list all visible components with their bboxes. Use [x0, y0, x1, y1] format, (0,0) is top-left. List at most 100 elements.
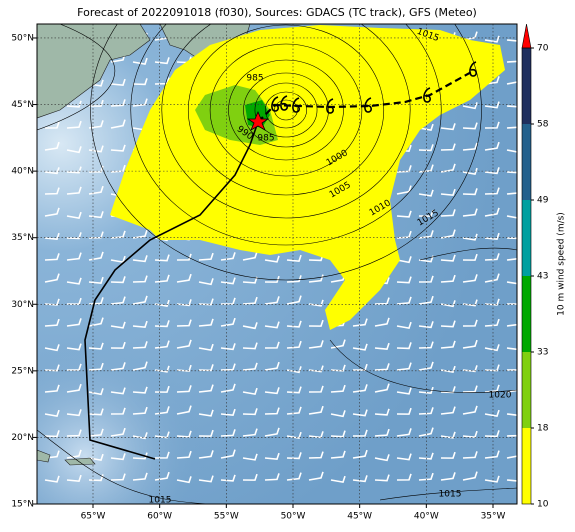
wind-barb [44, 344, 60, 352]
wind-barb [440, 254, 456, 262]
x-tick-label: 60°W [147, 512, 172, 522]
colorbar-segment [522, 428, 531, 504]
wind-barb [506, 237, 517, 240]
wind-barb [110, 321, 126, 329]
isobar [37, 429, 517, 504]
wind-barb [110, 473, 126, 481]
map-frame [36, 23, 518, 505]
graticule [37, 24, 517, 504]
wind-barb [374, 342, 390, 350]
wind-barb [242, 387, 258, 396]
wind-barb [286, 295, 302, 305]
wind-barb [440, 123, 456, 131]
wind-barb [418, 452, 434, 460]
wind-barb [506, 455, 517, 459]
wind-barb [506, 60, 517, 63]
wind-barb [242, 362, 258, 371]
y-tick-label: 20°N [11, 433, 34, 443]
wind-barb [88, 120, 104, 129]
wind-barb [176, 385, 192, 393]
wind-barb [506, 479, 517, 482]
wind-barb [418, 275, 434, 283]
wind-barb [66, 474, 82, 482]
wind-barb [66, 363, 82, 371]
wind-barb [440, 300, 456, 308]
wind-barb [330, 475, 346, 484]
wind-barb [132, 229, 148, 239]
isobar [419, 247, 517, 261]
wind-barb [220, 429, 236, 437]
wind-barb [220, 252, 236, 261]
wind-barb [44, 253, 60, 261]
wind-barb [66, 120, 82, 129]
wind-barb [440, 365, 456, 374]
wind-barb [462, 208, 478, 217]
wind-barb [374, 383, 390, 393]
wind-barb [440, 431, 456, 439]
wind-barb [396, 407, 412, 415]
wind-barb [484, 430, 500, 438]
colorbar-tick-label: 43 [537, 272, 548, 282]
colorbar-tick-label: 18 [537, 424, 549, 434]
isobar [264, 91, 307, 129]
wind-barb [396, 185, 412, 195]
wind-barb [132, 341, 148, 349]
wind-barb [176, 319, 192, 327]
wind-barb [484, 121, 500, 129]
wind-barb [66, 318, 82, 327]
wind-barb [198, 429, 214, 437]
wind-barb [506, 347, 517, 351]
wind-barb [484, 167, 500, 175]
wind-barb [418, 386, 434, 394]
wind-barb [506, 389, 517, 393]
land [37, 449, 96, 466]
wind-barb [44, 384, 60, 393]
wind-barb [220, 474, 236, 482]
storm-symbol [292, 97, 300, 113]
wind-barb [352, 475, 368, 483]
wind-barb [264, 427, 280, 437]
wind-barb [88, 342, 104, 350]
wind-barb [330, 339, 346, 349]
wind-barb [154, 57, 170, 65]
wind-barb [462, 253, 478, 261]
wind-barb [484, 141, 500, 151]
wind-barb [66, 146, 82, 154]
wind-barb [374, 408, 390, 416]
wind-barb [154, 471, 170, 481]
wind-barb [132, 406, 148, 415]
colorbar-tick-label: 49 [537, 196, 549, 206]
wind-barb [484, 253, 500, 261]
wind-barb [286, 431, 302, 440]
wind-barb [440, 451, 456, 459]
wind-barb [484, 101, 500, 109]
wind-barb [44, 475, 60, 483]
wind-barb [176, 450, 192, 459]
wind-barb [506, 39, 517, 42]
wind-barb [220, 383, 236, 393]
y-tick-label: 25°N [11, 366, 34, 376]
wind-barb [154, 365, 170, 373]
wind-barb [484, 187, 500, 195]
wind-barb [242, 473, 258, 481]
colorbar-segment [522, 200, 531, 276]
wind-barb [462, 102, 478, 110]
wind-barb [330, 410, 346, 418]
colorbar-tick-label: 58 [537, 120, 549, 130]
wind-barb [154, 274, 170, 283]
wind-barb [198, 343, 214, 352]
wind-barb [264, 361, 280, 371]
wind-barb [396, 276, 412, 284]
isobar [254, 82, 318, 138]
wind-barb [264, 255, 280, 263]
wind-barb [110, 119, 126, 129]
wind-barb [484, 318, 500, 327]
wind-barb [110, 164, 126, 173]
wind-barb [110, 296, 126, 305]
wind-barb [440, 406, 456, 415]
wind-barb [220, 317, 236, 327]
isobar [187, 24, 385, 196]
colorbar-label: 10 m wind speed (m/s) [557, 212, 567, 316]
wind-barb [66, 100, 82, 108]
wind-barb [132, 78, 148, 86]
